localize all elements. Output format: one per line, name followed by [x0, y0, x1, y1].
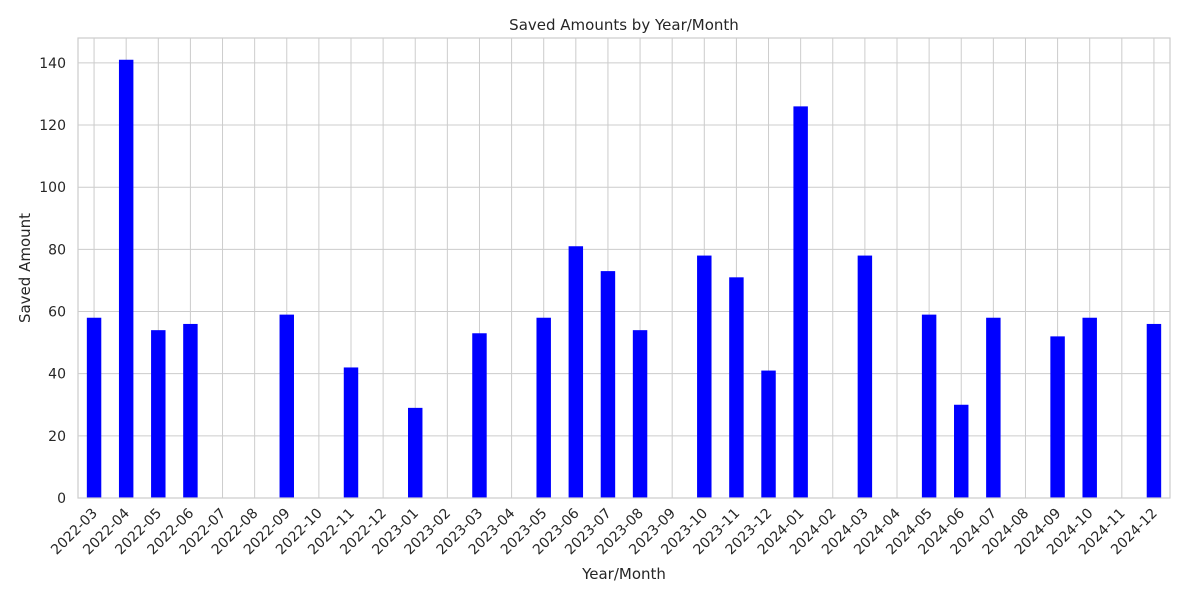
y-tick-labels: 0 20 40 60 80 100 120 140: [39, 56, 66, 507]
plot-frame: [77, 37, 1171, 499]
bar-2022-04: [118, 59, 134, 499]
bars: [86, 59, 1162, 499]
y-tick-label: 80: [48, 242, 66, 258]
bar-2024-07: [986, 317, 1001, 498]
y-tick-label: 0: [57, 491, 66, 507]
bar-2022-06: [183, 323, 198, 498]
bar-2024-12: [1146, 323, 1162, 498]
bar-2024-01: [793, 106, 808, 498]
bar-2024-10: [1082, 317, 1097, 498]
bar-2023-06: [568, 246, 584, 498]
x-axis-title: Year/Month: [581, 565, 666, 583]
bar-2022-05: [151, 330, 166, 498]
bar-2024-03: [857, 255, 873, 498]
bar-2022-03: [86, 317, 102, 498]
bar-2023-05: [536, 317, 551, 498]
y-tick-label: 40: [48, 367, 66, 383]
bar-2023-01: [408, 407, 423, 498]
bar-2023-03: [472, 333, 487, 498]
bar-2023-08: [632, 330, 648, 498]
y-tick-label: 100: [39, 180, 66, 196]
bar-2024-05: [921, 314, 937, 498]
bar-2024-06: [954, 404, 969, 498]
bar-2022-09: [279, 314, 294, 498]
chart-title: Saved Amounts by Year/Month: [509, 16, 739, 34]
bar-2023-07: [600, 271, 616, 498]
bar-2023-12: [761, 370, 776, 498]
bar-2024-09: [1050, 336, 1065, 498]
y-tick-label: 60: [48, 305, 66, 321]
y-axis-title: Saved Amount: [16, 213, 34, 323]
bar-2023-11: [729, 277, 744, 498]
plot-background: [78, 38, 1170, 498]
y-tick-label: 120: [39, 118, 66, 134]
bar-2022-11: [343, 367, 359, 498]
y-tick-label: 140: [39, 56, 66, 72]
bar-2023-10: [697, 255, 712, 498]
y-tick-label: 20: [48, 429, 66, 445]
x-tick-labels: 2022-032022-042022-052022-062022-072022-…: [48, 505, 1161, 558]
